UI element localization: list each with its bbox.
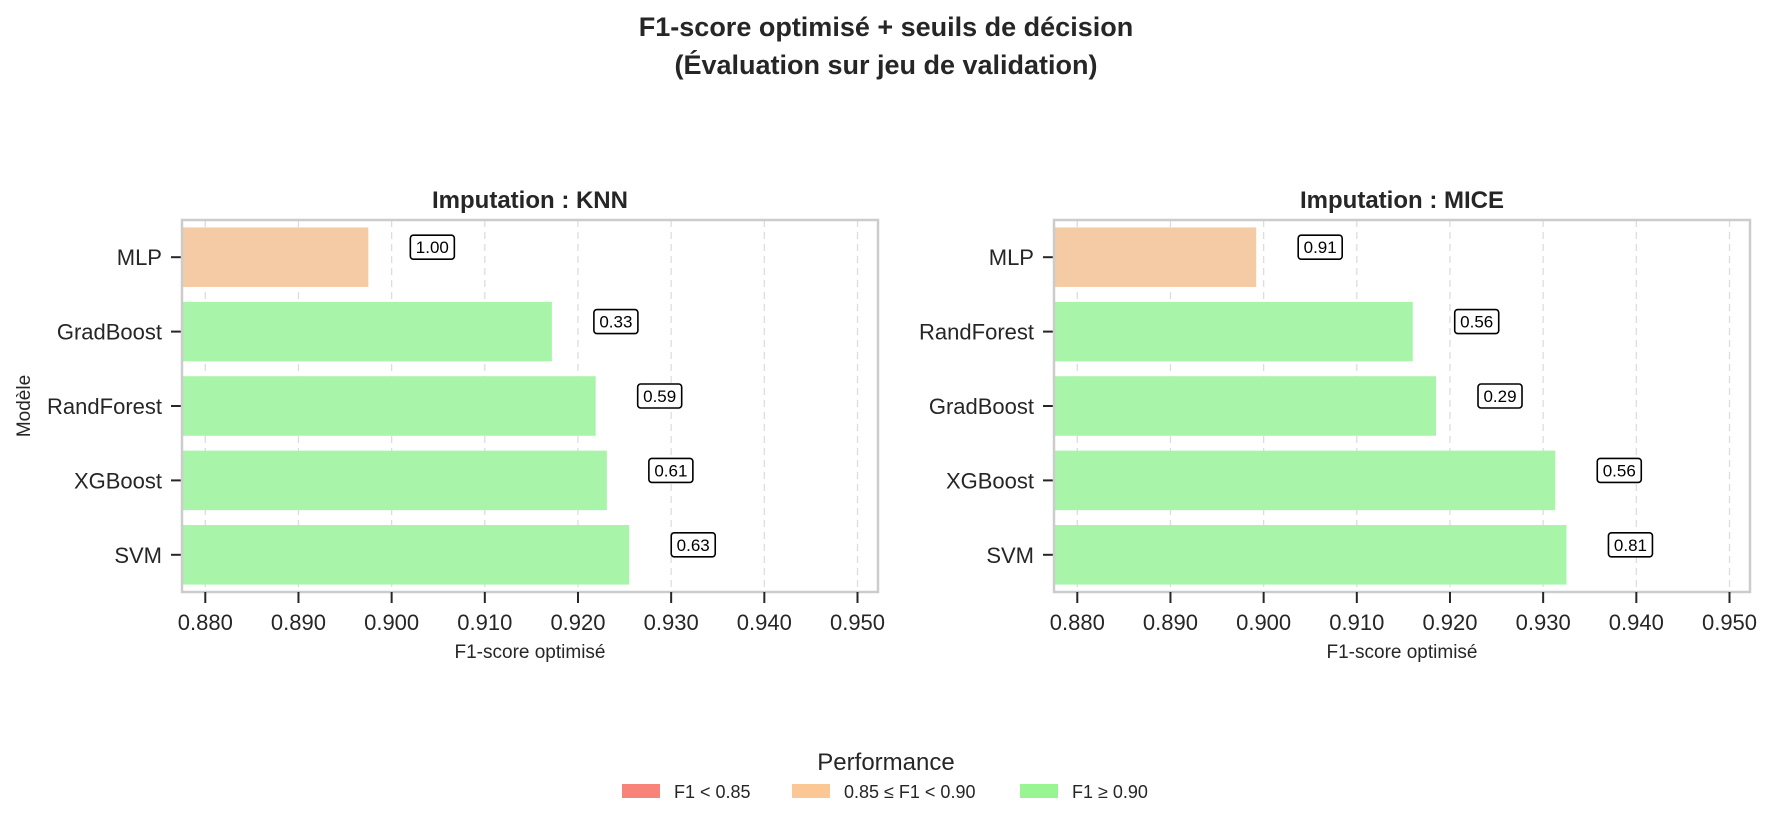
threshold-label-box <box>670 531 717 558</box>
x-tick-label: 0.950 <box>1702 610 1757 635</box>
x-tick-label: 0.910 <box>457 610 512 635</box>
x-tick-label: 0.890 <box>271 610 326 635</box>
panel-knn: 1.00 MLP 0.33 GradBoost 0.59 RandForest 0.61 XG… <box>14 187 885 663</box>
panel-title: Imputation : KNN <box>432 187 628 214</box>
legend-items: F1 < 0.85 0.85 ≤ F1 < 0.90 F1 ≥ 0.90 <box>622 782 1148 802</box>
figure-title-line1: F1-score optimisé + seuils de décision <box>639 12 1133 42</box>
threshold-label: 0.63 <box>677 536 710 555</box>
bar-gradboost <box>1054 376 1437 436</box>
category-label: RandForest <box>47 394 162 419</box>
category-label: GradBoost <box>929 394 1034 419</box>
threshold-label-box <box>648 457 694 484</box>
x-tick-label: 0.900 <box>1236 610 1291 635</box>
category-label: MLP <box>117 245 162 270</box>
legend-swatch <box>622 784 660 798</box>
figure-title-line2: (Évaluation sur jeu de validation) <box>674 49 1097 80</box>
bar-svm <box>182 525 630 585</box>
x-tick-label: 0.930 <box>1516 610 1571 635</box>
threshold-label-box <box>1596 457 1643 484</box>
y-axis-label: Modèle <box>14 375 35 437</box>
threshold-label: 0.59 <box>643 387 676 406</box>
threshold-label-box <box>1477 383 1523 409</box>
bar-gradboost <box>182 301 552 362</box>
x-tick-label: 0.930 <box>644 610 699 635</box>
bar-mlp <box>1054 227 1257 287</box>
x-tick-label: 0.900 <box>364 610 419 635</box>
x-axis-label: F1-score optimisé <box>1327 642 1478 663</box>
threshold-label: 0.56 <box>1603 461 1636 480</box>
x-tick-label: 0.880 <box>178 610 233 635</box>
x-tick-label: 0.920 <box>1422 610 1477 635</box>
x-tick-label: 0.920 <box>550 610 605 635</box>
legend-swatch <box>792 784 830 798</box>
legend-swatch <box>1020 784 1058 798</box>
bar-svm <box>1054 525 1567 585</box>
threshold-label-box <box>1453 308 1500 335</box>
threshold-label: 0.56 <box>1460 313 1493 332</box>
threshold-label-box <box>1607 531 1654 558</box>
threshold-label: 0.81 <box>1614 536 1647 555</box>
bar-randforest <box>1054 301 1413 362</box>
legend-label: F1 < 0.85 <box>674 782 751 802</box>
legend-label: F1 ≥ 0.90 <box>1072 782 1148 802</box>
threshold-label: 1.00 <box>416 238 449 257</box>
category-label: XGBoost <box>946 468 1034 493</box>
threshold-label: 0.33 <box>599 313 632 332</box>
threshold-label: 0.61 <box>654 461 687 480</box>
panel-mice: 0.91 MLP 0.56 RandForest 0.29 GradBoost 0.56 XG… <box>919 187 1757 663</box>
bar-xgboost <box>182 450 607 511</box>
bar-randforest <box>182 376 596 436</box>
category-label: SVM <box>986 543 1034 568</box>
x-tick-label: 0.940 <box>737 610 792 635</box>
threshold-label: 0.91 <box>1304 238 1337 257</box>
threshold-label: 0.29 <box>1483 387 1516 406</box>
category-label: GradBoost <box>57 320 162 345</box>
threshold-label-box <box>593 308 639 335</box>
x-axis-label: F1-score optimisé <box>455 642 606 663</box>
category-label: SVM <box>114 543 162 568</box>
axes-frame <box>180 218 880 594</box>
x-tick-label: 0.950 <box>830 610 885 635</box>
threshold-label-box <box>636 383 683 409</box>
x-tick-label: 0.910 <box>1329 610 1384 635</box>
category-label: RandForest <box>919 320 1034 345</box>
axes-frame <box>1052 218 1752 594</box>
x-tick-label: 0.880 <box>1050 610 1105 635</box>
legend-label: 0.85 ≤ F1 < 0.90 <box>844 782 975 802</box>
x-tick-label: 0.940 <box>1609 610 1664 635</box>
bar-mlp <box>182 227 369 287</box>
legend-title: Performance <box>817 749 954 776</box>
legend: Performance F1 < 0.85 0.85 ≤ F1 < 0.90 F1 … <box>622 749 1148 802</box>
threshold-label-box <box>1297 234 1343 260</box>
category-label: MLP <box>989 245 1034 270</box>
threshold-label-box <box>409 234 456 260</box>
bar-xgboost <box>1054 450 1556 511</box>
category-label: XGBoost <box>74 468 162 493</box>
x-tick-label: 0.890 <box>1143 610 1198 635</box>
panel-title: Imputation : MICE <box>1300 187 1504 214</box>
